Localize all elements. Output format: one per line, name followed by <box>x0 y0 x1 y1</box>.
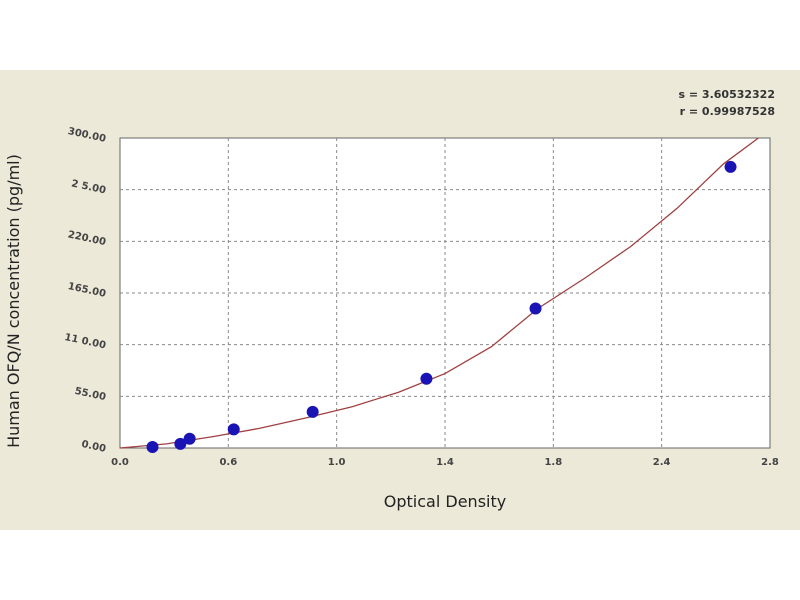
x-tick-label: 2.8 <box>761 457 779 468</box>
y-tick-label: 165.00 <box>67 281 107 300</box>
data-point <box>146 440 159 453</box>
x-tick-label: 1.4 <box>436 457 454 468</box>
chart: 0.0 0.6 1.0 1.4 1.8 2.4 2.8 0.00 55.00 11 0.00 16… <box>4 88 779 511</box>
y-tick-label: 0.00 <box>80 439 106 455</box>
y-tick-label: 300.00 <box>67 126 107 145</box>
chart-panel: 0.0 0.6 1.0 1.4 1.8 2.4 2.8 0.00 55.00 11 0.00 16… <box>0 70 800 530</box>
y-axis-title: Human OFQ/N concentration (pg/ml) <box>4 154 23 448</box>
data-point <box>306 405 319 418</box>
data-point <box>174 437 187 450</box>
data-point <box>227 423 240 436</box>
y-tick-labels: 0.00 55.00 11 0.00 165.00 220.00 2 5.00 300.00 <box>63 126 106 455</box>
data-point <box>183 432 196 445</box>
x-tick-labels: 0.0 0.6 1.0 1.4 1.8 2.4 2.8 <box>111 457 779 468</box>
data-point <box>724 160 737 173</box>
y-tick-label: 11 0.00 <box>63 332 106 352</box>
x-tick-label: 0.6 <box>219 457 237 468</box>
y-tick-label: 55.00 <box>74 386 107 403</box>
fit-s-value: s = 3.60532322 <box>679 88 776 101</box>
grid-lines <box>120 138 770 448</box>
x-tick-label: 1.0 <box>328 457 346 468</box>
x-tick-label: 0.0 <box>111 457 129 468</box>
data-point <box>420 372 433 385</box>
x-tick-label: 2.4 <box>653 457 671 468</box>
fit-curve <box>119 137 759 449</box>
data-point <box>529 302 542 315</box>
data-points <box>146 160 737 453</box>
y-tick-label: 2 5.00 <box>70 178 107 196</box>
x-axis-title: Optical Density <box>384 492 506 511</box>
y-tick-label: 220.00 <box>67 229 107 248</box>
x-tick-label: 1.8 <box>544 457 562 468</box>
fit-r-value: r = 0.99987528 <box>680 105 775 118</box>
